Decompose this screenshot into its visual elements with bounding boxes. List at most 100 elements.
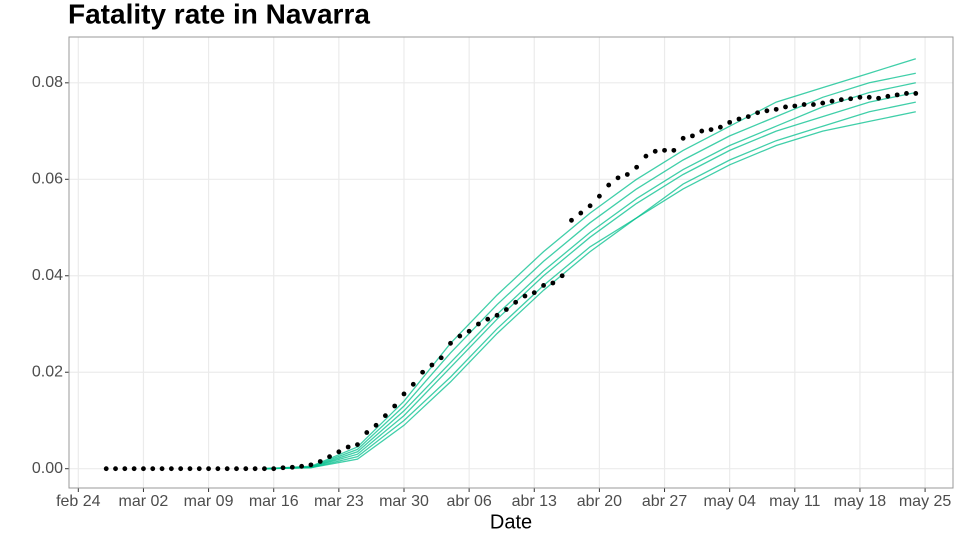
data-point: [717, 124, 723, 130]
data-point: [541, 283, 546, 288]
data-point: [103, 466, 109, 472]
data-point: [559, 273, 565, 279]
data-point: [904, 91, 909, 96]
data-point: [494, 312, 500, 318]
data-point: [420, 369, 425, 375]
data-point: [131, 466, 137, 472]
data-point: [178, 466, 184, 472]
data-point: [708, 127, 714, 133]
data-point: [252, 466, 258, 472]
data-point: [215, 466, 221, 472]
sim-line: [264, 111, 916, 470]
data-point: [513, 299, 519, 305]
data-point: [690, 133, 695, 139]
data-point: [885, 93, 891, 99]
data-point: [838, 97, 844, 103]
data-point: [652, 148, 658, 154]
sim-line: [264, 101, 916, 470]
chart-title: Fatality rate in Navarra: [68, 0, 370, 29]
y-tick-label: 0.00: [32, 460, 63, 477]
data-point: [466, 328, 472, 334]
data-point: [373, 422, 379, 428]
data-point: [457, 333, 463, 339]
data-point: [159, 466, 165, 472]
data-point: [280, 465, 286, 471]
data-point: [234, 466, 239, 472]
data-point: [773, 106, 779, 112]
sim-line: [264, 91, 916, 470]
sim-line: [264, 58, 916, 470]
x-tick-label: abr 27: [642, 493, 687, 510]
data-point: [550, 280, 556, 286]
x-tick-label: mar 30: [379, 493, 429, 510]
data-point: [587, 203, 593, 209]
data-point: [448, 340, 453, 346]
data-point: [736, 116, 742, 122]
data-point: [727, 119, 733, 125]
data-point: [224, 466, 230, 472]
data-point: [699, 128, 705, 134]
data-point: [857, 94, 863, 100]
data-point: [820, 100, 826, 106]
x-tick-label: may 25: [899, 493, 952, 510]
x-tick-label: mar 16: [249, 493, 299, 510]
data-point: [345, 444, 351, 450]
data-point: [317, 459, 323, 464]
data-point: [327, 454, 332, 460]
data-point: [643, 153, 649, 159]
sim-line: [264, 82, 916, 470]
data-point: [876, 95, 881, 101]
data-point: [168, 466, 174, 472]
data-point: [894, 92, 900, 98]
data-point: [336, 449, 342, 455]
x-tick-label: mar 02: [119, 493, 169, 510]
data-point: [680, 135, 686, 141]
data-point: [122, 466, 128, 472]
data-point: [196, 466, 202, 472]
data-point: [764, 108, 770, 114]
sim-line: [264, 72, 916, 470]
x-tick-label: abr 06: [446, 493, 491, 510]
data-point: [606, 182, 612, 188]
y-tick-label: 0.02: [32, 363, 63, 380]
x-tick-label: may 11: [769, 493, 820, 510]
x-tick-label: may 18: [834, 493, 887, 510]
data-point: [150, 466, 156, 472]
data-point: [829, 98, 835, 104]
data-point: [485, 316, 491, 322]
data-point: [271, 466, 277, 472]
data-point: [141, 466, 146, 472]
data-point: [615, 175, 621, 181]
data-point: [308, 462, 314, 468]
y-tick-label: 0.08: [32, 74, 63, 91]
data-point: [503, 307, 509, 312]
data-point: [355, 442, 360, 447]
y-tick-label: 0.04: [32, 267, 63, 284]
data-point: [578, 210, 584, 216]
data-point: [113, 466, 118, 472]
data-point: [243, 466, 249, 472]
data-point: [662, 147, 667, 153]
data-point: [811, 102, 816, 107]
y-tick-label: 0.06: [32, 171, 63, 188]
data-point: [801, 102, 807, 107]
x-tick-label: mar 23: [314, 493, 364, 510]
data-point: [755, 110, 760, 116]
data-point: [866, 94, 872, 100]
data-point: [913, 91, 919, 96]
data-point: [429, 362, 435, 368]
data-point: [392, 403, 398, 409]
data-point: [187, 466, 193, 472]
data-point: [438, 355, 444, 361]
data-point: [382, 413, 388, 419]
data-point: [410, 381, 416, 387]
data-point: [401, 391, 407, 397]
data-point: [848, 96, 854, 102]
data-point: [364, 430, 370, 435]
data-point: [597, 193, 602, 199]
data-point: [745, 114, 751, 119]
data-point: [206, 466, 211, 472]
x-axis-label: Date: [490, 511, 532, 533]
data-point: [289, 464, 295, 470]
